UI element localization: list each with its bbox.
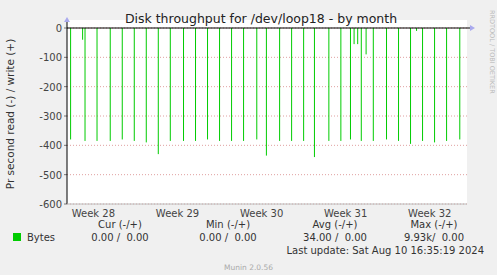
background [0, 0, 497, 275]
legend-header: Max (-/+) [410, 219, 457, 230]
spike [354, 28, 355, 44]
spike [266, 28, 267, 156]
grid-line [67, 145, 467, 146]
grid-line [67, 174, 467, 175]
spike [446, 28, 447, 141]
y-tick-label: -200 [39, 82, 62, 93]
y-tick-label: -300 [39, 111, 62, 122]
spike [82, 28, 83, 40]
spike [243, 28, 244, 141]
y-tick-label: -100 [39, 52, 62, 63]
grid-line [67, 57, 467, 58]
y-tick-label: -600 [39, 199, 62, 210]
spike [122, 28, 123, 139]
footer: Munin 2.0.56 [224, 263, 273, 272]
arrow [470, 25, 475, 31]
x-tick-label: Week 28 [72, 208, 115, 219]
spike [70, 28, 71, 139]
y-tick-label: 0 [56, 23, 62, 34]
marks [71, 28, 460, 157]
grid-line [67, 116, 467, 117]
spike [146, 28, 147, 142]
spike [350, 28, 351, 139]
arrow [64, 17, 70, 22]
x-tick-label: Week 32 [408, 208, 451, 219]
legend-value: 0.00 / 0.00 [91, 232, 148, 243]
spike [279, 28, 280, 141]
spike [134, 28, 135, 141]
spike [256, 28, 257, 139]
legend-header: Avg (-/+) [313, 219, 358, 230]
legend-value: 9.93k/ 0.00 [404, 232, 464, 243]
legend-header: Cur (-/+) [98, 219, 142, 230]
legend-value: 34.00 / 0.00 [303, 232, 367, 243]
spike [386, 28, 387, 139]
plot-bottom [67, 204, 467, 205]
spike [195, 28, 196, 141]
spike [97, 28, 98, 141]
x-tick-label: Week 31 [324, 208, 367, 219]
x-tick-label: Week 30 [240, 208, 283, 219]
legend-label: Bytes [27, 232, 55, 243]
spike [291, 28, 292, 141]
x-tick-label: Week 29 [156, 208, 199, 219]
y-tick-label: -400 [39, 140, 62, 151]
side-text: RRDTOOL / TOBI OETIKER [488, 10, 496, 94]
spike [158, 28, 159, 154]
last-update: Last update: Sat Aug 10 16:35:19 2024 [286, 245, 484, 256]
spike [170, 28, 171, 141]
spike [422, 28, 423, 141]
spike [207, 28, 208, 139]
title: Disk throughput for /dev/loop18 - by mon… [125, 11, 397, 26]
spike [219, 28, 220, 141]
spike [328, 28, 329, 141]
spike [85, 28, 86, 141]
chart: Disk throughput for /dev/loop18 - by mon… [0, 0, 497, 275]
grid-line [67, 86, 467, 87]
spike [183, 28, 184, 141]
x-axis [67, 28, 471, 29]
spike [434, 28, 435, 142]
y-axis [67, 20, 68, 204]
spike [314, 28, 315, 157]
spike [366, 28, 367, 54]
spike [340, 28, 341, 141]
spike [303, 28, 304, 141]
legend-value: 0.00 / 0.00 [199, 232, 256, 243]
plot-area [67, 20, 467, 204]
spike [459, 28, 460, 139]
spike [410, 28, 411, 144]
spike [373, 28, 374, 141]
spike [361, 28, 362, 141]
y-tick-label: -500 [39, 170, 62, 181]
spike [398, 28, 399, 141]
y-label: Pr second read (-) / write (+) [4, 39, 16, 190]
legend-header: Min (-/+) [206, 219, 250, 230]
legend-swatch [13, 233, 21, 241]
spike [357, 28, 358, 44]
spike [110, 28, 111, 141]
grid-line [67, 204, 467, 205]
spike [231, 28, 232, 141]
